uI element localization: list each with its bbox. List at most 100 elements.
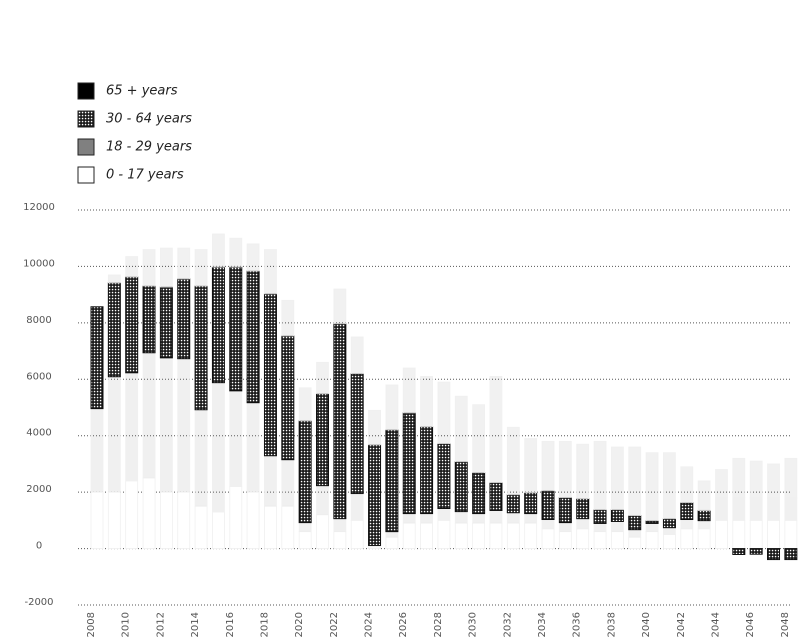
bar-segment: [593, 440, 607, 511]
bar-segment: [281, 299, 295, 337]
bar-segment: [593, 531, 607, 549]
bar-segment: [454, 522, 468, 549]
bar-segment: [784, 548, 798, 561]
bar-segment: [749, 497, 763, 521]
bar-segment: [610, 446, 624, 511]
bar-segment: [298, 387, 312, 422]
bar-segment: [420, 513, 433, 524]
bar-segment: [784, 497, 798, 521]
bar-segment: [680, 466, 694, 503]
bar-segment: [732, 519, 746, 549]
bar-segment: [298, 531, 312, 549]
bar-segment: [628, 529, 642, 538]
bar-segment: [524, 492, 538, 515]
bar-segment: [472, 472, 486, 515]
bar-segment: [558, 440, 572, 498]
y-tick-label: 2000: [26, 484, 51, 495]
x-tick-label: 2026: [398, 612, 409, 637]
bar-segment: [333, 288, 347, 325]
bar-segment: [177, 358, 191, 493]
x-tick-label: 2018: [259, 612, 270, 637]
x-tick-label: 2044: [710, 612, 721, 637]
legend-label: 65 + years: [106, 84, 178, 99]
bar-segment: [246, 491, 260, 549]
bar-segment: [610, 521, 624, 533]
bar-segment: [142, 285, 156, 354]
bar-segment: [90, 491, 104, 549]
y-tick-label: 8000: [26, 315, 51, 326]
bar-segment: [125, 256, 139, 278]
bar-segment: [454, 511, 468, 524]
bar-segment: [437, 519, 451, 549]
bar-segment: [194, 285, 208, 411]
bar-segment: [767, 519, 780, 549]
x-tick-label: 2010: [121, 612, 132, 637]
bar-segment: [350, 519, 364, 549]
legend-label: 18 - 29 years: [106, 140, 192, 155]
bar-segment: [229, 486, 243, 549]
bar-segment: [385, 429, 399, 533]
x-tick-label: 2008: [86, 612, 97, 637]
bar-segment: [263, 293, 277, 457]
bar-segment: [697, 509, 711, 522]
bar-segment: [697, 528, 711, 549]
x-tick-label: 2040: [641, 612, 652, 637]
bar-segment: [194, 409, 208, 507]
bar-segment: [784, 519, 798, 549]
bar-segment: [541, 519, 555, 530]
bar-segment: [663, 534, 676, 549]
bar-segment: [489, 482, 503, 511]
x-tick-label: 2022: [329, 612, 340, 637]
bar-segment: [749, 460, 763, 499]
bar-segment: [385, 531, 399, 538]
bar-segment: [697, 520, 711, 530]
bar-segment: [177, 491, 191, 549]
bar-segment: [385, 536, 399, 549]
bar-segment: [212, 511, 225, 549]
bar-segment: [333, 323, 347, 520]
x-tick-label: 2016: [225, 612, 236, 637]
legend-swatch: [77, 166, 95, 184]
bar-segment: [420, 522, 433, 549]
bar-segment: [264, 455, 277, 507]
bar-segment: [246, 270, 260, 404]
bar-segment: [576, 443, 590, 500]
bar-segment: [177, 278, 191, 360]
bar-segment: [715, 469, 728, 499]
bar-segment: [732, 497, 746, 521]
bar-segment: [662, 518, 676, 529]
bar-segment: [489, 522, 503, 549]
bar-segment: [142, 477, 156, 549]
bar-segment: [316, 361, 329, 395]
y-tick-label: 6000: [26, 371, 51, 382]
bar-segment: [90, 408, 104, 493]
bar-segment: [107, 376, 121, 493]
y-tick-label: 4000: [26, 428, 51, 439]
bar-segment: [593, 509, 607, 524]
bar-segment: [506, 426, 520, 496]
bar-segment: [211, 266, 225, 384]
bar-segment: [541, 528, 555, 549]
bar-segment: [472, 522, 486, 549]
bar-segment: [437, 443, 451, 510]
bar-segment: [420, 426, 434, 515]
bar-segment: [697, 480, 711, 511]
bar-segment: [541, 440, 555, 492]
bar-segment: [437, 508, 451, 521]
bar-segment: [506, 494, 520, 514]
bar-segment: [333, 531, 347, 549]
bar-segment: [350, 336, 364, 375]
bar-segment: [645, 452, 659, 522]
bar-segment: [558, 522, 572, 533]
bar-segment: [437, 381, 451, 445]
bar-segment: [246, 243, 260, 272]
bar-segment: [506, 522, 520, 549]
bar-segment: [767, 497, 780, 521]
bar-segment: [212, 233, 225, 268]
bar-segment: [107, 274, 121, 284]
bar-segment: [784, 457, 798, 499]
bar-segment: [402, 412, 416, 515]
bar-segment: [489, 376, 503, 483]
bar-segment: [628, 536, 642, 549]
bar-segment: [212, 382, 225, 513]
